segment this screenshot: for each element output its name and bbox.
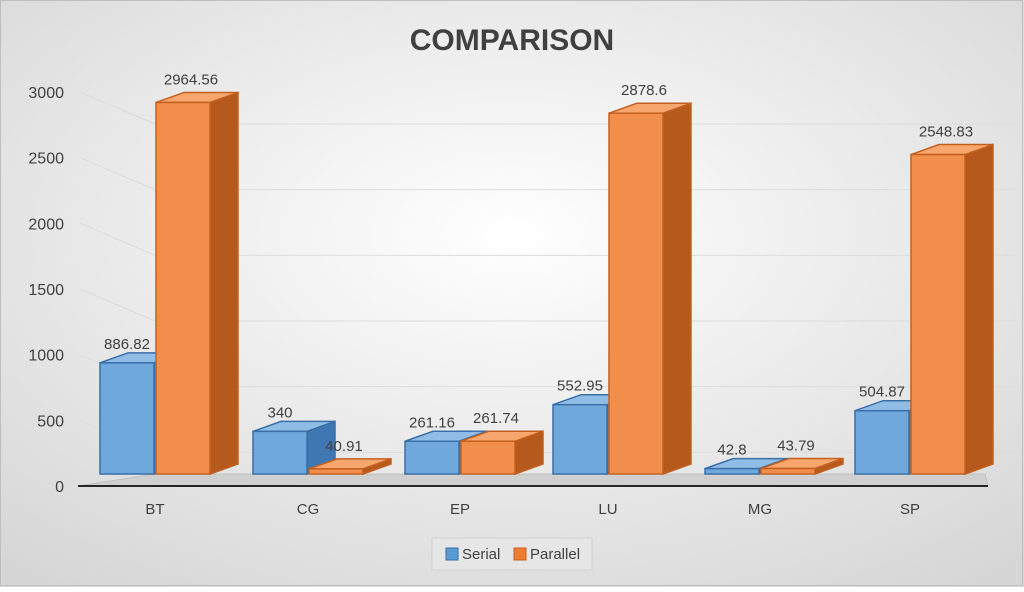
bar-front [760, 467, 816, 475]
data-label-parallel: 43.79 [777, 438, 815, 455]
data-label-parallel: 2964.56 [164, 71, 218, 88]
bar-front [308, 468, 364, 475]
x-tick-label: CG [297, 501, 320, 518]
bar-front [252, 430, 308, 475]
y-tick-label: 500 [37, 413, 64, 430]
bar-front [854, 409, 910, 475]
bar-side [662, 102, 692, 476]
bar-front [552, 403, 608, 475]
legend: Serial Parallel [431, 537, 593, 571]
legend-box [431, 537, 593, 571]
y-tick-label: 2500 [28, 151, 64, 168]
legend-swatch-parallel [513, 547, 527, 561]
x-tick-label: SP [900, 501, 920, 518]
y-tick-label: 1000 [28, 348, 64, 365]
data-label-serial: 552.95 [557, 378, 603, 395]
y-tick-label: 0 [55, 479, 64, 496]
chart-title: COMPARISON [410, 24, 614, 57]
bar-parallel [308, 457, 392, 476]
bar-side [964, 143, 994, 476]
chart-floor [77, 473, 989, 487]
legend-label-serial: Serial [462, 546, 500, 563]
bar-front [99, 362, 155, 475]
gridline-slant [79, 222, 156, 256]
legend-swatch-serial [445, 547, 459, 561]
bar-front [910, 153, 966, 475]
bar-parallel [460, 430, 544, 476]
data-label-parallel: 2548.83 [919, 124, 973, 141]
data-label-serial: 42.8 [717, 442, 746, 459]
bar-serial [252, 420, 336, 476]
legend-label-parallel: Parallel [530, 546, 580, 563]
bar-front [608, 112, 664, 475]
bar-front [460, 440, 516, 475]
data-label-parallel: 261.74 [473, 410, 519, 427]
data-label-serial: 504.87 [859, 384, 905, 401]
x-tick-label: BT [145, 501, 164, 518]
bar-front [404, 440, 460, 475]
y-tick-label: 1500 [28, 282, 64, 299]
y-tick-label: 2000 [28, 216, 64, 233]
gridline-slant [79, 91, 156, 125]
bar-parallel [760, 457, 844, 476]
y-tick-label: 3000 [28, 85, 64, 102]
bar-parallel [155, 91, 239, 476]
data-label-parallel: 40.91 [325, 438, 363, 455]
data-label-parallel: 2878.6 [621, 82, 667, 99]
x-tick-label: EP [450, 501, 470, 518]
bar-parallel [910, 143, 994, 476]
bar-front [704, 467, 760, 475]
data-label-serial: 340 [267, 404, 292, 421]
x-tick-label: MG [748, 501, 772, 518]
bar-side [209, 91, 239, 476]
bar-parallel [608, 102, 692, 476]
gridline-slant [79, 288, 156, 322]
x-tick-label: LU [598, 501, 617, 518]
bar-front [155, 101, 211, 475]
gridline-slant [79, 157, 156, 191]
data-label-serial: 886.82 [104, 336, 150, 353]
data-label-serial: 261.16 [409, 414, 455, 431]
